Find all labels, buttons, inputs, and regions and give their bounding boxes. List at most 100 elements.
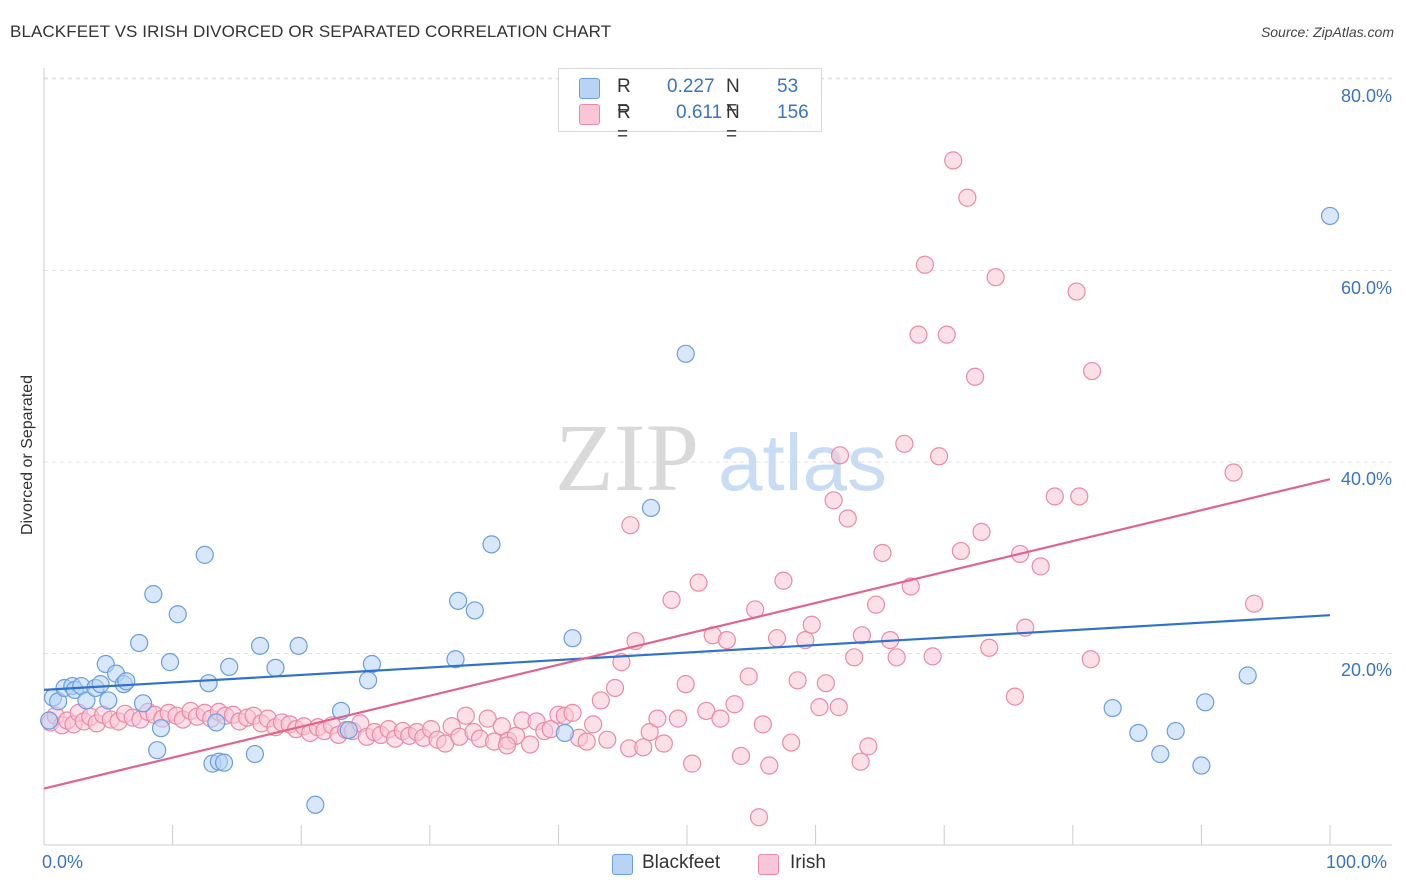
- bottom-legend-label-irish: Irish: [790, 852, 826, 873]
- point-irish-148: [851, 752, 870, 771]
- legend-r-value: 0.227: [667, 76, 715, 97]
- trend-lines: [43, 478, 1331, 790]
- point-irish-75: [563, 703, 582, 722]
- point-irish-98: [725, 695, 744, 714]
- legend-swatch-blackfeet: [579, 78, 600, 99]
- point-blackfeet-28: [220, 657, 239, 677]
- point-irish-111: [816, 674, 835, 693]
- point-blackfeet-11: [99, 691, 118, 710]
- point-blackfeet-29: [245, 744, 265, 764]
- point-irish-150: [1245, 594, 1264, 613]
- point-irish-122: [895, 434, 914, 453]
- legend-r-label: R =: [617, 102, 631, 145]
- point-irish-107: [788, 671, 807, 690]
- point-blackfeet-16: [133, 694, 153, 713]
- point-irish-129: [944, 151, 963, 170]
- point-blackfeet-21: [168, 605, 187, 624]
- point-irish-113: [830, 446, 850, 465]
- point-irish-105: [774, 571, 793, 590]
- legend-n-value: 156: [777, 102, 809, 123]
- point-irish-92: [683, 754, 702, 773]
- point-blackfeet-14: [117, 672, 136, 691]
- point-blackfeet-35: [339, 720, 358, 740]
- point-irish-93: [689, 573, 708, 592]
- legend-swatch-irish: [579, 104, 600, 125]
- point-irish-131: [958, 188, 977, 207]
- point-blackfeet-32: [289, 636, 308, 655]
- legend-n-value: 53: [777, 76, 799, 97]
- point-irish-144: [621, 516, 640, 535]
- point-blackfeet-9: [91, 675, 110, 694]
- point-blackfeet-41: [482, 535, 501, 554]
- watermark-atlas: atlas: [718, 418, 887, 507]
- y-tick-label-20: 20.0%: [1340, 660, 1392, 680]
- point-blackfeet-50: [1192, 756, 1211, 775]
- point-blackfeet-42: [555, 723, 574, 743]
- point-irish-94: [697, 701, 716, 721]
- point-blackfeet-47: [1129, 723, 1148, 743]
- point-blackfeet-30: [250, 636, 270, 655]
- bottom-legend-swatch-blackfeet: [612, 854, 633, 875]
- point-blackfeet-43: [563, 629, 582, 648]
- point-blackfeet-49: [1166, 721, 1185, 741]
- point-irish-77: [577, 732, 596, 751]
- point-blackfeet-15: [130, 633, 149, 653]
- point-irish-103: [760, 756, 779, 775]
- point-blackfeet-45: [676, 344, 695, 363]
- chart-source: Source: ZipAtlas.com: [1260, 24, 1394, 40]
- point-irish-118: [866, 595, 886, 614]
- legend-r-value: 0.611: [676, 102, 723, 123]
- point-irish-151: [1045, 487, 1064, 506]
- point-irish-132: [965, 367, 985, 386]
- point-irish-86: [640, 722, 659, 742]
- point-blackfeet-52: [1238, 666, 1257, 685]
- x-tick-label-0: 0.0%: [42, 852, 84, 872]
- point-irish-135: [986, 268, 1005, 287]
- point-blackfeet-51: [1196, 693, 1215, 712]
- series-blackfeet: [40, 206, 1340, 814]
- point-irish-143: [1082, 361, 1102, 381]
- point-irish-104: [767, 629, 787, 648]
- point-blackfeet-36: [358, 671, 378, 690]
- trend-line-blackfeet: [43, 614, 1331, 691]
- point-blackfeet-20: [160, 653, 180, 672]
- point-irish-126: [923, 647, 942, 666]
- point-blackfeet-48: [1151, 744, 1170, 764]
- point-blackfeet-27: [214, 753, 234, 772]
- chart-title: BLACKFEET VS IRISH DIVORCED OR SEPARATED…: [10, 22, 612, 41]
- point-irish-114: [838, 509, 857, 528]
- point-irish-136: [1005, 687, 1025, 706]
- point-blackfeet-7: [77, 691, 96, 710]
- watermark-zip: ZIP: [555, 404, 699, 511]
- point-irish-79: [591, 691, 610, 710]
- point-irish-127: [929, 447, 949, 466]
- point-irish-81: [605, 678, 625, 698]
- point-irish-97: [717, 630, 736, 650]
- point-irish-89: [662, 590, 681, 609]
- x-tick-label-100: 100.0%: [1326, 852, 1388, 872]
- point-blackfeet-0: [40, 711, 59, 730]
- point-irish-130: [951, 541, 971, 561]
- point-irish-78: [584, 715, 603, 734]
- point-irish-87: [648, 709, 667, 728]
- bottom-legend-swatch-irish: [758, 854, 779, 875]
- point-irish-102: [753, 715, 772, 734]
- point-irish-91: [676, 675, 695, 694]
- correlation-legend: R = 0.227 N = 53 R = 0.611 N = 156: [558, 68, 822, 145]
- y-tick-label-60: 60.0%: [1340, 278, 1392, 298]
- point-blackfeet-18: [148, 741, 167, 760]
- point-irish-109: [802, 615, 821, 634]
- point-blackfeet-33: [306, 795, 325, 814]
- legend-r-label: R =: [617, 76, 631, 119]
- grid-lines: [44, 77, 1392, 654]
- point-irish-146: [749, 808, 769, 827]
- point-irish-63: [478, 709, 497, 728]
- point-blackfeet-24: [207, 713, 226, 732]
- point-irish-85: [634, 738, 653, 757]
- point-blackfeet-39: [448, 591, 468, 610]
- point-irish-99: [731, 746, 751, 766]
- point-irish-125: [915, 255, 935, 274]
- point-irish-147: [829, 698, 848, 717]
- point-blackfeet-38: [446, 650, 465, 669]
